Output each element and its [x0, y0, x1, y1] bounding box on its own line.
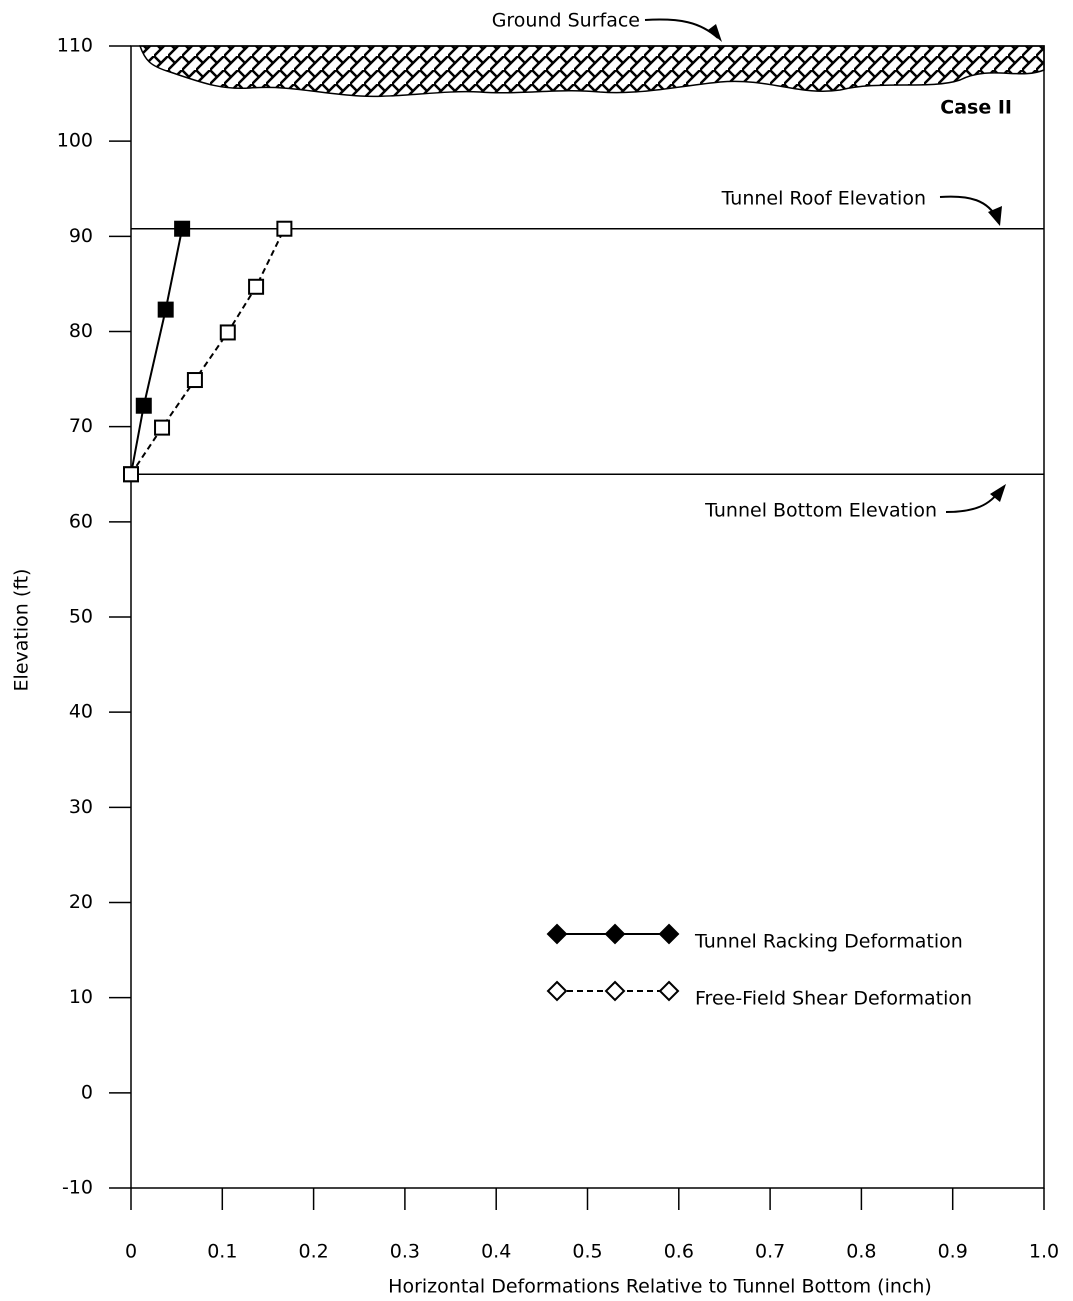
x-tick-label: 0.5	[572, 1241, 602, 1263]
y-tick-label: 80	[69, 320, 93, 342]
y-axis-label: Elevation (ft)	[11, 569, 33, 692]
ground-hatch	[138, 45, 1045, 98]
x-tick-label: 1.0	[1029, 1241, 1059, 1263]
plot-frame	[130, 45, 1045, 1189]
x-tick-label: 0.9	[938, 1241, 968, 1263]
y-tick-label: 40	[69, 701, 93, 723]
legend-marker	[546, 980, 568, 1002]
y-tick-label: -10	[62, 1177, 93, 1199]
legend-label: Free-Field Shear Deformation	[695, 988, 972, 1010]
y-tick-label: 0	[81, 1081, 93, 1103]
legend-marker	[604, 923, 626, 945]
y-tick-label: 20	[69, 891, 93, 913]
y-tick-label: 50	[69, 606, 93, 628]
series-line	[130, 228, 286, 475]
arrow	[939, 195, 999, 221]
ground-label: Ground Surface	[492, 10, 640, 32]
y-tick-label: 70	[69, 415, 93, 437]
arrowhead	[988, 206, 1002, 226]
marker	[248, 278, 265, 295]
x-tick-label: 0.3	[390, 1241, 420, 1263]
legend-marker	[658, 980, 680, 1002]
marker	[123, 466, 139, 483]
y-tick-label: 60	[69, 510, 93, 532]
y-tick-label: 10	[69, 986, 93, 1008]
marker	[174, 220, 191, 237]
x-tick-label: 0.1	[207, 1241, 237, 1263]
legend-marker	[658, 923, 680, 945]
y-tick-label: 100	[57, 130, 93, 152]
arrowhead	[990, 484, 1006, 502]
roof-label: Tunnel Roof Elevation	[721, 188, 926, 210]
x-tick-label: 0.7	[755, 1241, 785, 1263]
marker	[157, 301, 174, 318]
x-tick-label: 0.8	[846, 1241, 876, 1263]
legend-marker	[546, 923, 568, 945]
marker	[186, 372, 203, 389]
y-tick-label: 110	[57, 35, 93, 57]
x-axis-label: Horizontal Deformations Relative to Tunn…	[388, 1276, 932, 1298]
legend-label: Tunnel Racking Deformation	[694, 931, 963, 953]
bottom-label: Tunnel Bottom Elevation	[704, 500, 937, 522]
marker	[154, 419, 171, 436]
marker	[135, 397, 152, 414]
arrow	[644, 18, 719, 39]
x-tick-label: 0	[125, 1241, 137, 1263]
y-tick-label: 30	[69, 796, 93, 818]
marker	[276, 220, 293, 237]
x-tick-label: 0.4	[481, 1241, 511, 1263]
x-tick-label: 0.2	[298, 1241, 328, 1263]
marker	[219, 324, 236, 341]
arrowhead	[708, 24, 722, 42]
y-tick-label: 90	[69, 225, 93, 247]
legend-marker	[604, 980, 626, 1002]
series-line	[130, 228, 184, 475]
case-label: Case II	[940, 97, 1012, 119]
x-tick-label: 0.6	[664, 1241, 694, 1263]
